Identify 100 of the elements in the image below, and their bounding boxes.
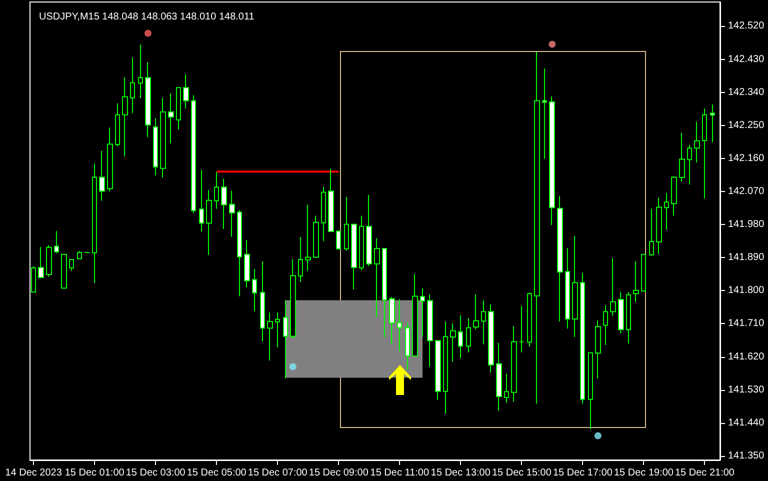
candlestick — [206, 190, 212, 256]
y-tick-label: 141.350 — [728, 450, 765, 462]
y-tick-label: 141.440 — [728, 417, 765, 428]
x-tick-label: 15 Dec 07:00 — [248, 468, 308, 478]
y-tick-label: 141.530 — [728, 384, 765, 396]
candlestick — [130, 56, 135, 114]
candlestick — [359, 215, 364, 271]
candlestick — [290, 258, 296, 339]
candlestick — [183, 74, 189, 110]
candlestick — [427, 294, 433, 368]
x-tick-label: 15 Dec 05:00 — [186, 468, 247, 478]
candlestick — [534, 51, 540, 404]
point — [594, 432, 602, 440]
candlestick — [618, 292, 624, 334]
candlestick — [710, 104, 715, 143]
x-tick-label: 15 Dec 09:00 — [308, 468, 369, 478]
candlestick — [443, 321, 448, 414]
candlestick — [305, 204, 311, 272]
candlestick — [671, 176, 677, 216]
y-tick-label: 141.800 — [728, 285, 765, 296]
candlestick — [31, 266, 36, 294]
candlestick — [221, 178, 227, 230]
candlestick — [145, 62, 151, 138]
candlestick — [122, 76, 128, 157]
candlestick — [633, 260, 639, 303]
y-tick-label: 142.070 — [728, 186, 765, 198]
text: USDJPY,M15 148.048 148.063 148.010 148.011 — [39, 12, 255, 22]
x-tick-label: 15 Dec 11:00 — [370, 468, 430, 478]
candlestick — [92, 163, 97, 284]
y-tick-label: 142.520 — [728, 20, 765, 32]
point — [144, 30, 152, 37]
candlestick — [77, 250, 82, 260]
point — [548, 40, 556, 48]
candlestick — [168, 92, 174, 144]
x-tick-label: 15 Dec 15:00 — [492, 468, 552, 478]
candlestick — [504, 373, 509, 404]
candlestick — [38, 246, 44, 279]
candlestick — [244, 240, 250, 288]
candlestick — [252, 268, 257, 312]
candlestick — [595, 320, 601, 379]
candlestick — [298, 236, 303, 282]
candlestick — [511, 326, 517, 402]
candlestick — [473, 294, 479, 330]
candlestick — [435, 340, 441, 400]
candlestick — [374, 238, 380, 318]
x-tick-label: 15 Dec 13:00 — [430, 468, 491, 478]
candlestick — [420, 288, 425, 338]
candlestick — [496, 342, 502, 412]
candlestick — [481, 300, 486, 345]
candlestick — [336, 230, 341, 250]
candlestick — [405, 322, 410, 370]
candlestick — [283, 300, 288, 379]
candlestick — [344, 196, 349, 252]
candlestick — [527, 292, 532, 348]
y-tick-label: 142.160 — [728, 152, 765, 164]
candlestick — [160, 97, 166, 178]
candlestick — [519, 305, 524, 353]
candlestick — [214, 172, 219, 210]
candlestick — [275, 312, 280, 348]
candlestick — [313, 215, 319, 258]
x-tick-label: 15 Dec 17:00 — [552, 468, 613, 478]
candlestick — [588, 352, 593, 430]
candlestick — [351, 224, 357, 290]
candlestick — [603, 304, 608, 346]
candlestick — [580, 272, 585, 404]
x-tick-label: 15 Dec 21:00 — [674, 468, 735, 478]
y-tick-label: 142.430 — [728, 54, 765, 65]
candlestick — [138, 44, 143, 99]
candlestick — [176, 87, 181, 130]
candlestick — [694, 121, 700, 163]
candlestick — [565, 248, 570, 330]
candlestick — [191, 94, 196, 214]
candlestick — [115, 102, 120, 147]
x-tick-label: 15 Dec 01:00 — [64, 468, 125, 478]
y-tick-label: 142.250 — [728, 120, 765, 131]
y-tick-label: 141.710 — [728, 318, 765, 330]
candlestick — [99, 150, 105, 202]
candlestick — [702, 108, 707, 199]
candlestick — [54, 230, 59, 254]
candlestick — [412, 274, 418, 357]
candlestick — [466, 318, 471, 353]
candlestick — [237, 210, 242, 297]
candlestick — [664, 192, 669, 230]
candlestick — [450, 322, 456, 362]
candlestick — [549, 96, 555, 226]
x-tick-label: 15 Dec 19:00 — [614, 468, 674, 478]
candlestick — [153, 118, 158, 176]
candlestick — [382, 248, 387, 338]
y-tick-label: 142.340 — [728, 86, 765, 98]
candlestick — [458, 314, 463, 359]
candlestick — [687, 144, 692, 186]
y-tick-label: 141.620 — [728, 351, 765, 362]
candlestick — [656, 197, 662, 254]
candlestick — [107, 127, 113, 192]
candlestick — [321, 186, 326, 242]
candlestick — [328, 168, 334, 232]
candlestick — [199, 169, 204, 232]
candlestick — [641, 254, 646, 292]
candlestick — [260, 260, 265, 342]
candlestick — [267, 312, 273, 361]
